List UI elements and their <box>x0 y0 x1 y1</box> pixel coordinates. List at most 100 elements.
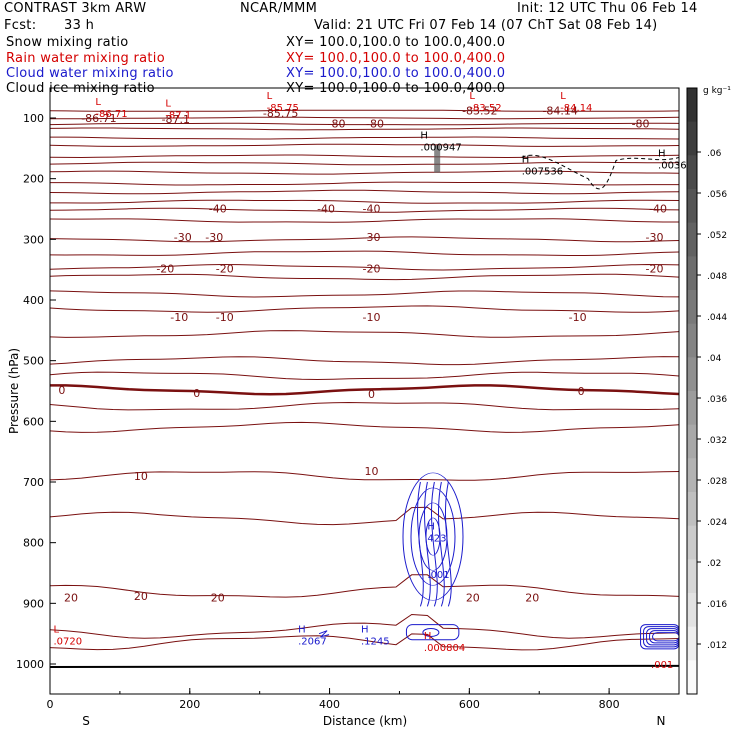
colorbar-swatch <box>687 559 697 594</box>
extremum-value: .000947 <box>420 142 461 153</box>
extremum-value: -85.75 <box>267 103 299 114</box>
temperature-contour-label: 10 <box>364 465 378 478</box>
x-tick-label: 200 <box>179 698 200 711</box>
extremum-mark: H <box>658 148 666 159</box>
cloud-ice-contour <box>521 154 680 190</box>
temperature-contour-line <box>49 574 680 598</box>
y-tick-label: 500 <box>23 355 44 368</box>
temperature-contour-line <box>49 122 680 126</box>
colorbar-tick-label: .048 <box>707 272 727 282</box>
cloud-water-contour <box>438 481 445 607</box>
cloud-water-contour <box>431 481 438 607</box>
temperature-contour-label: -80 <box>328 117 346 130</box>
colorbar-tick-label: .016 <box>707 600 727 610</box>
temperature-contour-line <box>49 506 680 526</box>
temperature-contour-line <box>49 613 680 639</box>
forecast-label: Fcst: <box>4 18 37 33</box>
temperature-contour-label: -20 <box>646 262 664 275</box>
plot-source: NCAR/MMM <box>240 1 318 16</box>
colorbar-swatch <box>687 458 697 493</box>
colorbar-unit: g kg⁻¹ <box>703 86 731 96</box>
cloud-water-contour <box>422 627 440 637</box>
field-xy-cloud-water: XY= 100.0,100.0 to 100.0,400.0 <box>286 66 506 81</box>
field-xy-snow: XY= 100.0,100.0 to 100.0,400.0 <box>286 35 506 50</box>
colorbar-swatch <box>687 121 697 156</box>
axes: 0 200 400 600 800100200300400500600700800900… <box>16 112 620 711</box>
colorbar: .06 .056 .052 .048 .044 .04 .036 .032 .028 .024 .0… <box>686 87 727 695</box>
temperature-contour-label: -40 <box>317 202 335 215</box>
temperature-contour-line <box>49 143 680 147</box>
extremum-value: -86.71 <box>95 109 127 120</box>
y-tick-label: 200 <box>23 173 44 186</box>
y-tick-label: 100 <box>23 112 44 125</box>
temperature-contour-label: 0 <box>58 384 65 397</box>
temperature-contour-label: 0 <box>193 387 200 400</box>
x-tick-label: 0 <box>47 698 54 711</box>
temperature-contour-line <box>49 356 680 366</box>
colorbar-swatch <box>687 189 697 224</box>
colorbar-swatch <box>687 357 697 392</box>
x-axis-end-left: S <box>82 714 90 728</box>
colorbar-swatch <box>687 290 697 325</box>
temperature-contour-line <box>50 384 680 396</box>
cloud-water-contour <box>652 632 680 642</box>
colorbar-swatch <box>687 424 697 459</box>
extremum-value: .2067 <box>298 637 327 648</box>
x-tick-label: 400 <box>319 698 340 711</box>
temperature-contour-label: -80 <box>366 117 384 130</box>
extremum-value: 423 <box>427 534 446 545</box>
cloud-water-contour <box>424 481 431 607</box>
extremum-mark: L <box>267 91 273 102</box>
temperature-contour-line <box>49 207 680 213</box>
x-tick-label: 600 <box>459 698 480 711</box>
extremum-value: .000804 <box>424 643 465 654</box>
temperature-contour-label: -10 <box>569 311 587 324</box>
colorbar-frame <box>686 87 698 695</box>
temperature-contour-line <box>49 633 680 651</box>
temperature-contour-label: -83.52 <box>462 105 497 118</box>
cloud-water-contour <box>417 481 424 607</box>
y-tick-label: 400 <box>23 294 44 307</box>
colorbar-tick-label: .036 <box>707 395 727 405</box>
extremum-value: .007536 <box>522 167 563 178</box>
temperature-contour-line <box>49 170 680 175</box>
temperature-contour-label: -87.1 <box>162 113 190 126</box>
init-time: Init: 12 UTC Thu 06 Feb 14 <box>517 1 698 16</box>
temperature-contour-line <box>49 250 680 256</box>
extremum-value: .0036 <box>658 160 687 171</box>
extremum-value: .001 <box>651 660 673 671</box>
temperature-contour-line <box>49 421 680 433</box>
temperature-contour-line <box>50 116 680 120</box>
plot-title: CONTRAST 3km ARW <box>4 1 147 16</box>
extremum-value: -87.1 <box>165 111 191 122</box>
y-tick-label: 800 <box>23 537 44 550</box>
temperature-contour-label: 10 <box>134 470 148 483</box>
temperature-contour-label: 20 <box>211 591 225 604</box>
temperature-contour-label: 20 <box>525 591 539 604</box>
temperature-contour-line <box>49 305 680 313</box>
colorbar-swatch <box>687 660 697 695</box>
colorbar-tick-label: .04 <box>707 354 722 364</box>
temperature-contour-label: -86.71 <box>81 112 116 125</box>
temperature-contour-label: -20 <box>156 262 174 275</box>
extremum-mark: L <box>95 97 101 108</box>
cloud-water-contour <box>405 624 460 641</box>
temperature-contour-label: -30 <box>646 231 664 244</box>
colorbar-tick-label: .032 <box>707 436 727 446</box>
field-name-cloud-water: Cloud water mixing ratio <box>6 66 174 81</box>
x-axis-label: Distance (km) <box>323 714 407 728</box>
extremum-mark: L <box>560 91 566 102</box>
temperature-contour-line <box>49 161 680 166</box>
colorbar-swatch <box>687 492 697 527</box>
temperature-contour-label: -30 <box>174 231 192 244</box>
extremum-mark: H <box>361 625 369 636</box>
cloud-ice-shading <box>434 145 441 173</box>
temperature-contour-line <box>49 401 680 411</box>
temperature-contour-label: 20 <box>64 591 78 604</box>
temperature-contour-label: -30 <box>363 231 381 244</box>
temperature-contour-label: -80 <box>632 117 650 130</box>
colorbar-swatch <box>687 391 697 426</box>
temperature-contour-line <box>50 199 680 204</box>
cloud-water-contour <box>445 481 452 607</box>
